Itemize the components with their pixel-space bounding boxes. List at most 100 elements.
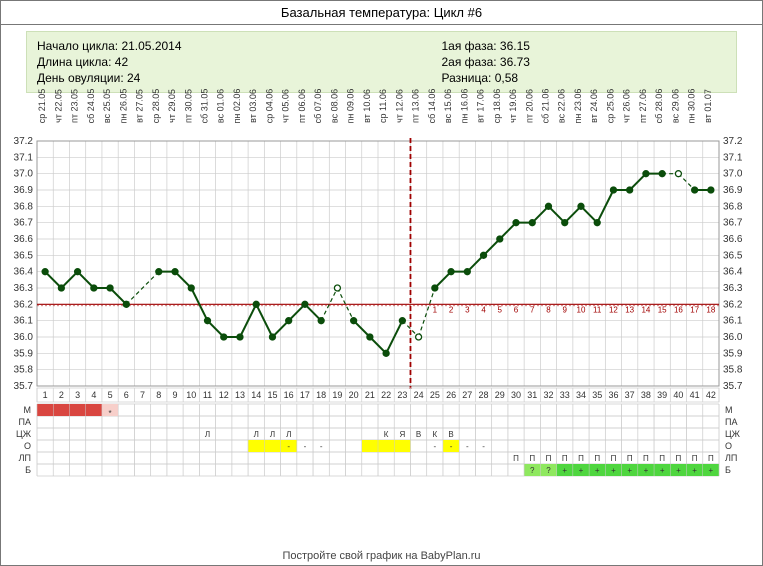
svg-text:вт 17.06: вт 17.06 <box>476 89 486 123</box>
svg-text:сб 07.06: сб 07.06 <box>313 89 323 124</box>
svg-text:35.9: 35.9 <box>14 348 34 359</box>
svg-text:П: П <box>659 454 665 463</box>
svg-text:В: В <box>416 430 421 439</box>
svg-text:37.2: 37.2 <box>723 136 743 147</box>
chart-title: Базальная температура: Цикл #6 <box>1 1 762 25</box>
svg-text:37.2: 37.2 <box>14 136 34 147</box>
svg-text:чт 26.06: чт 26.06 <box>622 89 632 123</box>
svg-text:9: 9 <box>563 305 568 314</box>
svg-text:вс 08.06: вс 08.06 <box>329 89 339 123</box>
svg-text:17: 17 <box>690 305 699 314</box>
svg-text:36.3: 36.3 <box>723 283 743 294</box>
svg-text:33: 33 <box>560 390 570 400</box>
chart-page: Базальная температура: Цикл #6 Начало ци… <box>0 0 763 566</box>
svg-text:вс 15.06: вс 15.06 <box>443 89 453 123</box>
svg-text:36.0: 36.0 <box>14 332 34 343</box>
svg-text:4: 4 <box>91 390 96 400</box>
svg-text:36.1: 36.1 <box>14 316 34 327</box>
svg-text:25: 25 <box>430 390 440 400</box>
svg-text:Л: Л <box>205 430 210 439</box>
svg-text:ср 18.06: ср 18.06 <box>492 89 502 124</box>
svg-text:23: 23 <box>397 390 407 400</box>
svg-text:П: П <box>676 454 682 463</box>
svg-text:чт 12.06: чт 12.06 <box>394 89 404 123</box>
svg-text:вт 03.06: вт 03.06 <box>248 89 258 123</box>
info-right: 1ая фаза: 36.15 2ая фаза: 36.73 Разница:… <box>322 38 727 86</box>
svg-text:сб 21.06: сб 21.06 <box>541 89 551 124</box>
svg-text:Л: Л <box>286 430 291 439</box>
svg-text:5: 5 <box>108 390 113 400</box>
svg-text:ср 21.05: ср 21.05 <box>37 89 47 124</box>
svg-text:18: 18 <box>706 305 715 314</box>
svg-text:пт 23.05: пт 23.05 <box>70 89 80 123</box>
svg-text:2: 2 <box>59 390 64 400</box>
svg-text:?: ? <box>530 466 535 475</box>
svg-text:16: 16 <box>674 305 683 314</box>
svg-text:20: 20 <box>349 390 359 400</box>
svg-text:К: К <box>384 430 389 439</box>
svg-text:40: 40 <box>673 390 683 400</box>
svg-text:+: + <box>644 466 649 475</box>
svg-text:7: 7 <box>140 390 145 400</box>
svg-text:7: 7 <box>530 305 535 314</box>
svg-text:П: П <box>627 454 633 463</box>
svg-text:1: 1 <box>43 390 48 400</box>
svg-text:28: 28 <box>479 390 489 400</box>
svg-text:вс 01.06: вс 01.06 <box>216 89 226 123</box>
svg-text:ЦЖ: ЦЖ <box>16 429 32 439</box>
svg-text:36.2: 36.2 <box>14 299 34 310</box>
svg-text:?: ? <box>546 466 551 475</box>
svg-text:ЦЖ: ЦЖ <box>725 429 741 439</box>
svg-text:пт 20.06: пт 20.06 <box>524 89 534 123</box>
svg-text:пн 23.06: пн 23.06 <box>573 89 583 124</box>
svg-text:35.8: 35.8 <box>723 365 743 376</box>
svg-text:13: 13 <box>625 305 634 314</box>
svg-text:19: 19 <box>332 390 342 400</box>
svg-text:вт 27.05: вт 27.05 <box>135 89 145 123</box>
footer-text: Постройте свой график на BabyPlan.ru <box>1 550 762 562</box>
svg-text:36.0: 36.0 <box>723 332 743 343</box>
svg-text:41: 41 <box>690 390 700 400</box>
svg-text:М: М <box>725 405 733 415</box>
svg-text:вс 29.06: вс 29.06 <box>670 89 680 123</box>
svg-text:ср 25.06: ср 25.06 <box>605 89 615 124</box>
svg-text:ЛП: ЛП <box>19 453 31 463</box>
svg-text:16: 16 <box>284 390 294 400</box>
svg-text:П: П <box>562 454 568 463</box>
svg-text:П: П <box>643 454 649 463</box>
svg-text:36.8: 36.8 <box>723 201 743 212</box>
svg-text:Л: Л <box>270 430 275 439</box>
svg-text:сб 24.05: сб 24.05 <box>86 89 96 124</box>
svg-text:пн 26.05: пн 26.05 <box>118 89 128 124</box>
svg-text:10: 10 <box>186 390 196 400</box>
svg-text:пн 02.06: пн 02.06 <box>232 89 242 124</box>
svg-text:М: М <box>24 405 32 415</box>
svg-text:+: + <box>562 466 567 475</box>
info-left: Начало цикла: 21.05.2014 Длина цикла: 42… <box>37 38 322 86</box>
svg-text:18: 18 <box>316 390 326 400</box>
svg-text:36.9: 36.9 <box>723 185 743 196</box>
svg-text:К: К <box>432 430 437 439</box>
svg-text:21: 21 <box>365 390 375 400</box>
svg-text:-: - <box>450 442 453 451</box>
svg-text:2: 2 <box>449 305 454 314</box>
svg-text:чт 05.06: чт 05.06 <box>281 89 291 123</box>
svg-text:35.7: 35.7 <box>723 381 743 392</box>
svg-text:12: 12 <box>609 305 618 314</box>
svg-text:15: 15 <box>658 305 667 314</box>
svg-text:+: + <box>709 466 714 475</box>
svg-text:П: П <box>692 454 698 463</box>
svg-text:35.8: 35.8 <box>14 365 34 376</box>
svg-text:ПА: ПА <box>725 417 737 427</box>
svg-text:36.6: 36.6 <box>14 234 34 245</box>
svg-text:4: 4 <box>481 305 486 314</box>
svg-text:П: П <box>578 454 584 463</box>
svg-text:37.1: 37.1 <box>14 152 34 163</box>
svg-text:-: - <box>320 442 323 451</box>
svg-text:*: * <box>109 409 112 418</box>
svg-text:3: 3 <box>75 390 80 400</box>
svg-text:39: 39 <box>657 390 667 400</box>
svg-text:13: 13 <box>235 390 245 400</box>
svg-text:32: 32 <box>543 390 553 400</box>
svg-text:ср 04.06: ср 04.06 <box>264 89 274 124</box>
